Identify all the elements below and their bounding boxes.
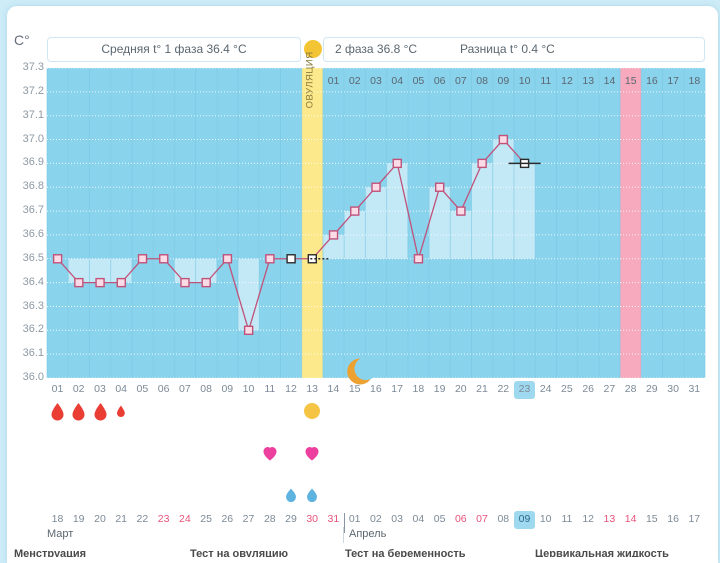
svg-text:13: 13 bbox=[582, 75, 594, 87]
svg-text:ОВУЛЯЦИЯ: ОВУЛЯЦИЯ bbox=[304, 51, 315, 108]
svg-text:10: 10 bbox=[519, 75, 531, 87]
svg-text:18: 18 bbox=[689, 75, 701, 87]
svg-text:16: 16 bbox=[646, 75, 658, 87]
svg-text:14: 14 bbox=[604, 75, 616, 87]
svg-text:08: 08 bbox=[476, 75, 488, 87]
svg-text:11: 11 bbox=[540, 75, 551, 87]
svg-text:03: 03 bbox=[370, 75, 382, 87]
svg-text:06: 06 bbox=[434, 75, 446, 87]
svg-text:12: 12 bbox=[561, 75, 573, 87]
svg-text:01: 01 bbox=[328, 75, 340, 87]
svg-text:17: 17 bbox=[667, 75, 679, 87]
svg-text:07: 07 bbox=[455, 75, 467, 87]
svg-text:09: 09 bbox=[498, 75, 510, 87]
svg-text:15: 15 bbox=[625, 75, 637, 87]
svg-text:02: 02 bbox=[349, 75, 361, 87]
svg-text:05: 05 bbox=[413, 75, 425, 87]
svg-text:04: 04 bbox=[391, 75, 403, 87]
